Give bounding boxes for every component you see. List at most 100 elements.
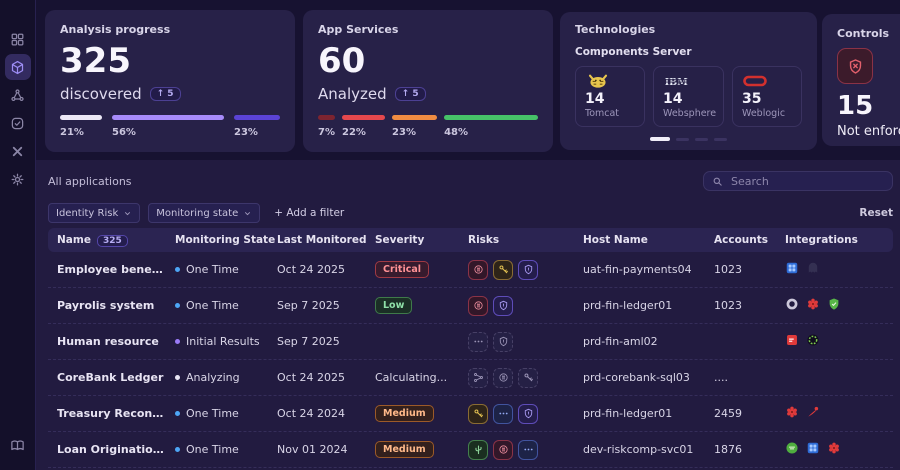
column-header-risks: Risks bbox=[468, 234, 583, 246]
integration-green-shield-icon[interactable] bbox=[827, 297, 841, 311]
table-row[interactable]: Employee benefits One Time Oct 24 2025 Crit… bbox=[48, 252, 893, 288]
last-monitored-cell: Oct 24 2025 bbox=[277, 263, 346, 276]
not-enforcing-label: Not enforcing bbox=[837, 124, 900, 139]
search-input[interactable] bbox=[729, 173, 884, 189]
sidebar-item-topology[interactable] bbox=[5, 82, 31, 108]
risk-shield-icon[interactable] bbox=[518, 259, 538, 280]
integration-red-square-icon[interactable] bbox=[785, 333, 799, 347]
integration-green-ring-icon[interactable] bbox=[806, 333, 820, 347]
host-name-cell: prd-fin-aml02 bbox=[583, 335, 658, 348]
progress-segment: 23% bbox=[392, 115, 438, 138]
severity-cell: Medium bbox=[375, 441, 468, 458]
integration-red-flower-icon[interactable] bbox=[806, 297, 820, 311]
host-name-cell: prd-fin-ledger01 bbox=[583, 299, 673, 312]
risks-cell bbox=[468, 403, 583, 424]
tech-count: 14 bbox=[663, 91, 683, 107]
column-header-label: Severity bbox=[375, 234, 425, 246]
integration-red-flower-icon[interactable] bbox=[785, 405, 799, 419]
sidebar-item-connections[interactable] bbox=[5, 138, 31, 164]
integration-red-flower-icon[interactable] bbox=[827, 441, 841, 455]
integrations-cell bbox=[785, 441, 893, 458]
integration-green-badge-icon[interactable] bbox=[785, 441, 799, 455]
risk-mask-circle-icon[interactable] bbox=[493, 367, 513, 388]
discovered-count: 325 bbox=[60, 41, 131, 81]
last-monitored-cell: Sep 7 2025 bbox=[277, 299, 340, 312]
sidebar-item-dashboard[interactable] bbox=[5, 26, 31, 52]
risk-cactus-icon[interactable] bbox=[468, 439, 488, 460]
app-name-cell: Employee benefits bbox=[57, 263, 172, 276]
risk-mask-circle-icon[interactable] bbox=[468, 259, 488, 280]
sidebar-top-items bbox=[4, 26, 31, 194]
carousel-dot[interactable] bbox=[714, 137, 727, 141]
filter-label: Monitoring state bbox=[156, 207, 239, 219]
risk-dots-icon[interactable] bbox=[468, 331, 488, 352]
state-dot bbox=[175, 447, 180, 452]
carousel-dot[interactable] bbox=[650, 137, 670, 141]
monitoring-state-cell: One Time bbox=[175, 407, 277, 420]
state-dot bbox=[175, 339, 180, 344]
monitoring-state-cell: Initial Results bbox=[175, 335, 277, 348]
progress-label: 7% bbox=[318, 127, 335, 138]
state-label: Analyzing bbox=[186, 371, 240, 384]
risk-dots-icon[interactable] bbox=[493, 403, 513, 424]
integration-dim-ghost-icon[interactable] bbox=[806, 261, 820, 275]
tech-label: Tomcat bbox=[585, 108, 620, 119]
risk-dots-icon[interactable] bbox=[518, 439, 538, 460]
carousel-dot[interactable] bbox=[695, 137, 708, 141]
table-row[interactable]: Loan Origination Suite One Time Nov 01 202… bbox=[48, 432, 893, 468]
risk-shield-icon[interactable] bbox=[518, 403, 538, 424]
risk-key-icon[interactable] bbox=[518, 367, 538, 388]
monitoring-state-cell: Analyzing bbox=[175, 371, 277, 384]
progress-bar bbox=[234, 115, 280, 120]
filter-identity-risk[interactable]: Identity Risk bbox=[48, 203, 141, 223]
risk-shield-icon[interactable] bbox=[493, 295, 513, 316]
column-header-host-name: Host Name bbox=[583, 234, 714, 246]
search-box[interactable] bbox=[703, 171, 893, 191]
progress-label: 23% bbox=[392, 127, 416, 138]
carousel-pager bbox=[575, 137, 802, 141]
sidebar-item-settings[interactable] bbox=[5, 166, 31, 192]
filter-monitoring-state[interactable]: Monitoring state bbox=[148, 203, 261, 223]
risks-cell bbox=[468, 439, 583, 460]
table-row[interactable]: Human resource Initial Results Sep 7 2025 p… bbox=[48, 324, 893, 360]
applications-panel: All applications Identity Risk Monitorin… bbox=[36, 160, 900, 470]
sidebar-bottom-items bbox=[5, 432, 31, 460]
risk-mask-circle-icon[interactable] bbox=[493, 439, 513, 460]
sidebar-item-compliance[interactable] bbox=[5, 110, 31, 136]
reset-button[interactable]: Reset bbox=[859, 207, 893, 219]
state-label: One Time bbox=[186, 407, 239, 420]
x-mark-icon bbox=[10, 144, 25, 159]
risk-branch-icon[interactable] bbox=[468, 367, 488, 388]
integrations-cell bbox=[785, 297, 893, 314]
controls-card: Controls 15 Not enforcing bbox=[822, 14, 900, 146]
tech-tile-weblogic: 35 Weblogic bbox=[732, 66, 802, 127]
name-count-badge: 325 bbox=[96, 235, 128, 247]
risk-key-icon[interactable] bbox=[493, 259, 513, 280]
severity-badge: Critical bbox=[375, 261, 430, 278]
delta-badge: ↑ 5 bbox=[394, 86, 426, 101]
table-row[interactable]: CoreBank Ledger Analyzing Oct 24 2025 Calcu… bbox=[48, 360, 893, 396]
integration-blue-grid-icon[interactable] bbox=[806, 441, 820, 455]
components-server-subtitle: Components Server bbox=[575, 46, 692, 58]
monitoring-state-cell: One Time bbox=[175, 443, 277, 456]
cube-icon bbox=[10, 60, 25, 75]
risk-key-icon[interactable] bbox=[468, 403, 488, 424]
add-filter-button[interactable]: + Add a filter bbox=[274, 207, 345, 219]
sidebar-item-applications[interactable] bbox=[4, 54, 31, 80]
integration-blue-grid-icon[interactable] bbox=[785, 261, 799, 275]
progress-label: 22% bbox=[341, 127, 366, 138]
progress-segment: 23% bbox=[234, 115, 280, 138]
integration-gray-donut-icon[interactable] bbox=[785, 297, 799, 311]
risk-mask-circle-icon[interactable] bbox=[468, 295, 488, 316]
search-icon bbox=[712, 172, 723, 191]
integration-red-comet-icon[interactable] bbox=[806, 405, 820, 419]
integrations-cell bbox=[785, 261, 893, 278]
sidebar-item-docs[interactable] bbox=[5, 432, 31, 458]
accounts-cell: .... bbox=[714, 371, 728, 384]
table-body: Employee benefits One Time Oct 24 2025 Crit… bbox=[48, 252, 893, 468]
carousel-dot[interactable] bbox=[676, 137, 689, 141]
table-row[interactable]: Payrolis system One Time Sep 7 2025 Low prd-… bbox=[48, 288, 893, 324]
risk-shield-icon[interactable] bbox=[493, 331, 513, 352]
table-header: Name 325 Monitoring State Last Monitored Sev… bbox=[48, 228, 893, 252]
table-row[interactable]: Treasury Reconciliation... One Time Oct 24… bbox=[48, 396, 893, 432]
